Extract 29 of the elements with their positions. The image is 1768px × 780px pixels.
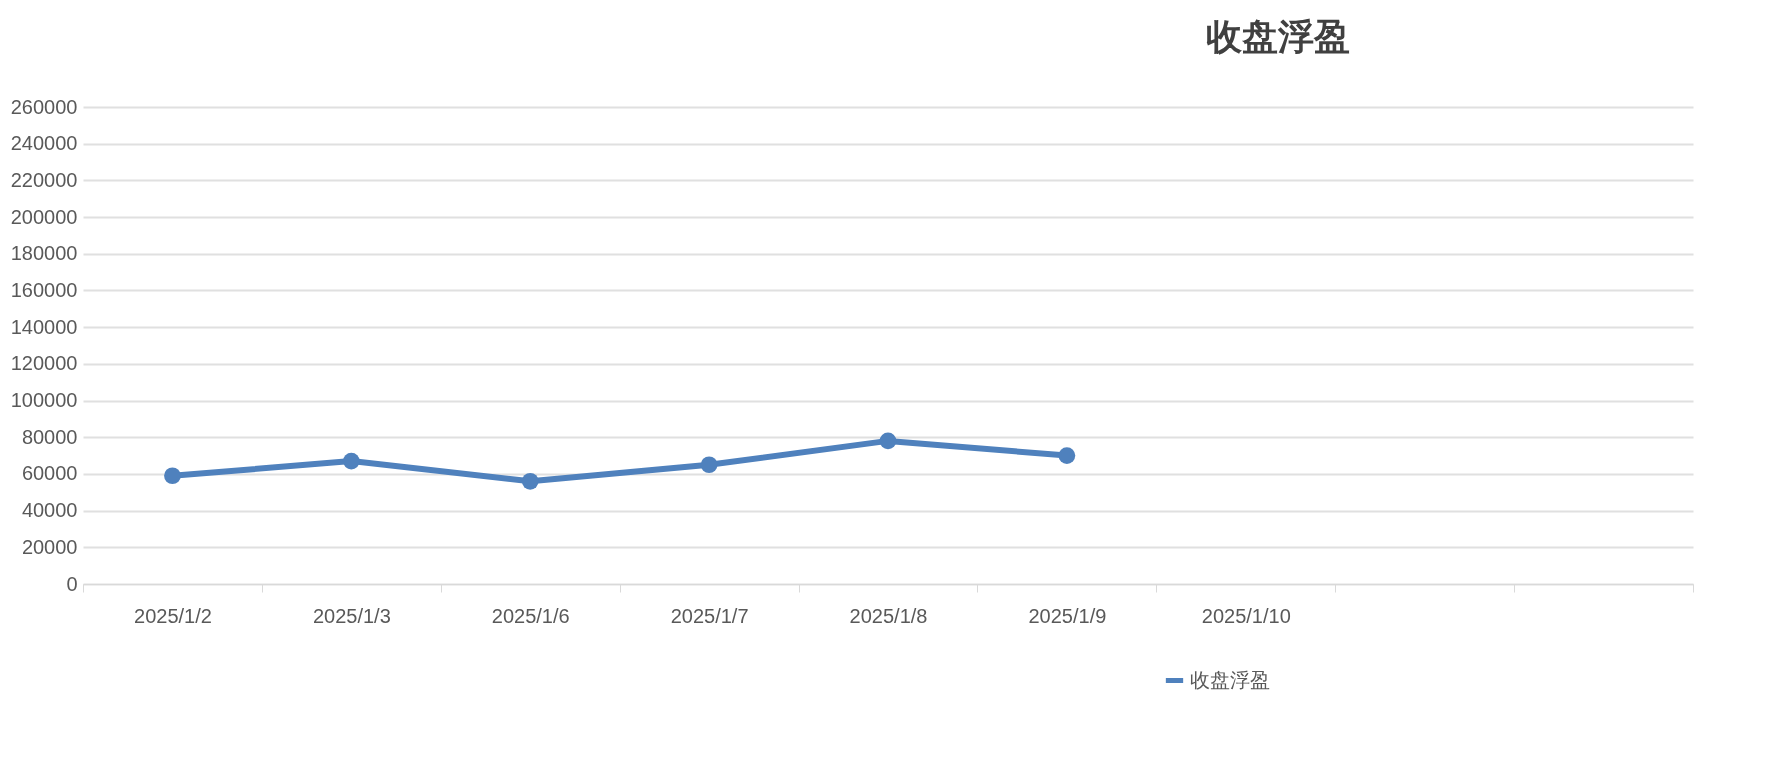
x-tick-label: 2025/1/7	[670, 604, 749, 627]
y-tick-label: 240000	[10, 132, 78, 155]
legend-label: 收盘浮盈	[1190, 668, 1270, 691]
y-tick-label: 180000	[10, 242, 78, 265]
y-tick-label: 20000	[21, 535, 78, 558]
point	[879, 432, 897, 450]
y-tick-label: 260000	[10, 95, 78, 118]
y-tick-label: 160000	[10, 278, 78, 301]
x-tick-label: 2025/1/9	[1028, 604, 1107, 627]
y-tick-label: 220000	[10, 168, 78, 191]
y-tick-label: 0	[66, 572, 78, 595]
y-tick-label: 200000	[10, 205, 78, 228]
y-tick-label: 80000	[21, 425, 78, 448]
y-tick-label: 100000	[10, 389, 78, 412]
x-tick-label: 2025/1/2	[134, 604, 212, 627]
x-tick-label: 2025/1/10	[1201, 604, 1291, 627]
y-tick-label: 120000	[10, 352, 78, 375]
y-tick-label: 60000	[21, 462, 78, 485]
chart-title: 收盘浮盈	[1206, 16, 1350, 57]
point	[342, 452, 360, 470]
x-tick-label: 2025/1/8	[849, 604, 928, 627]
x-tick-label: 2025/1/6	[491, 604, 570, 627]
y-tick-label: 40000	[21, 499, 78, 522]
point	[700, 456, 718, 474]
x-tick-label: 2025/1/3	[312, 604, 391, 627]
y-tick-label: 140000	[10, 315, 78, 338]
point	[164, 467, 181, 485]
point	[1058, 447, 1076, 464]
point	[521, 472, 539, 490]
